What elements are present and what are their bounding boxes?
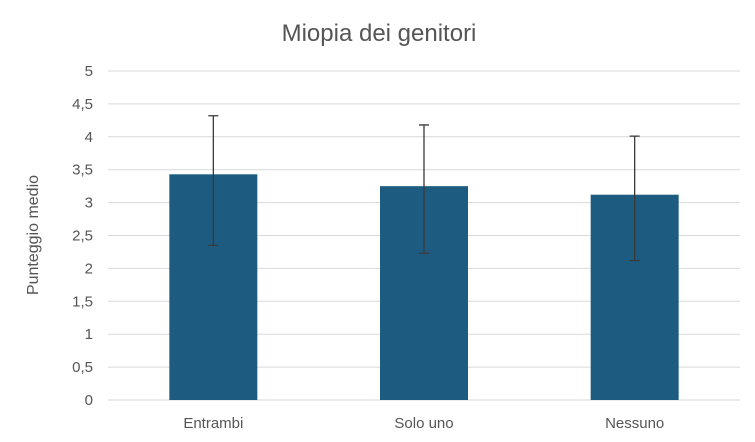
y-tick-label: 3,5 xyxy=(72,162,93,179)
error-bar xyxy=(629,135,640,262)
error-bars xyxy=(208,115,640,262)
y-tick-label: 4 xyxy=(85,129,93,146)
y-tick-label: 0 xyxy=(85,392,93,409)
error-bar xyxy=(208,115,219,247)
y-tick-label: 0,5 xyxy=(72,359,93,376)
y-tick-label: 4,5 xyxy=(72,96,93,113)
error-bar xyxy=(419,124,429,254)
chart-title: Miopia dei genitori xyxy=(282,20,477,47)
y-axis-title: Punteggio medio xyxy=(25,175,42,295)
y-tick-label: 1 xyxy=(85,326,93,343)
x-tick-label: Solo uno xyxy=(394,415,453,432)
y-tick-label: 5 xyxy=(85,63,93,80)
x-axis-ticks: Entrambi Solo uno Nessuno xyxy=(183,415,664,432)
y-tick-label: 2 xyxy=(85,260,93,277)
x-tick-label: Nessuno xyxy=(605,415,664,432)
y-tick-label: 3 xyxy=(85,195,93,212)
y-axis-ticks: 0 0,5 1 1,5 2 2,5 3 3,5 4 4,5 5 xyxy=(72,63,93,409)
y-tick-label: 1,5 xyxy=(72,293,93,310)
x-tick-label: Entrambi xyxy=(183,415,243,432)
y-tick-label: 2,5 xyxy=(72,228,93,245)
